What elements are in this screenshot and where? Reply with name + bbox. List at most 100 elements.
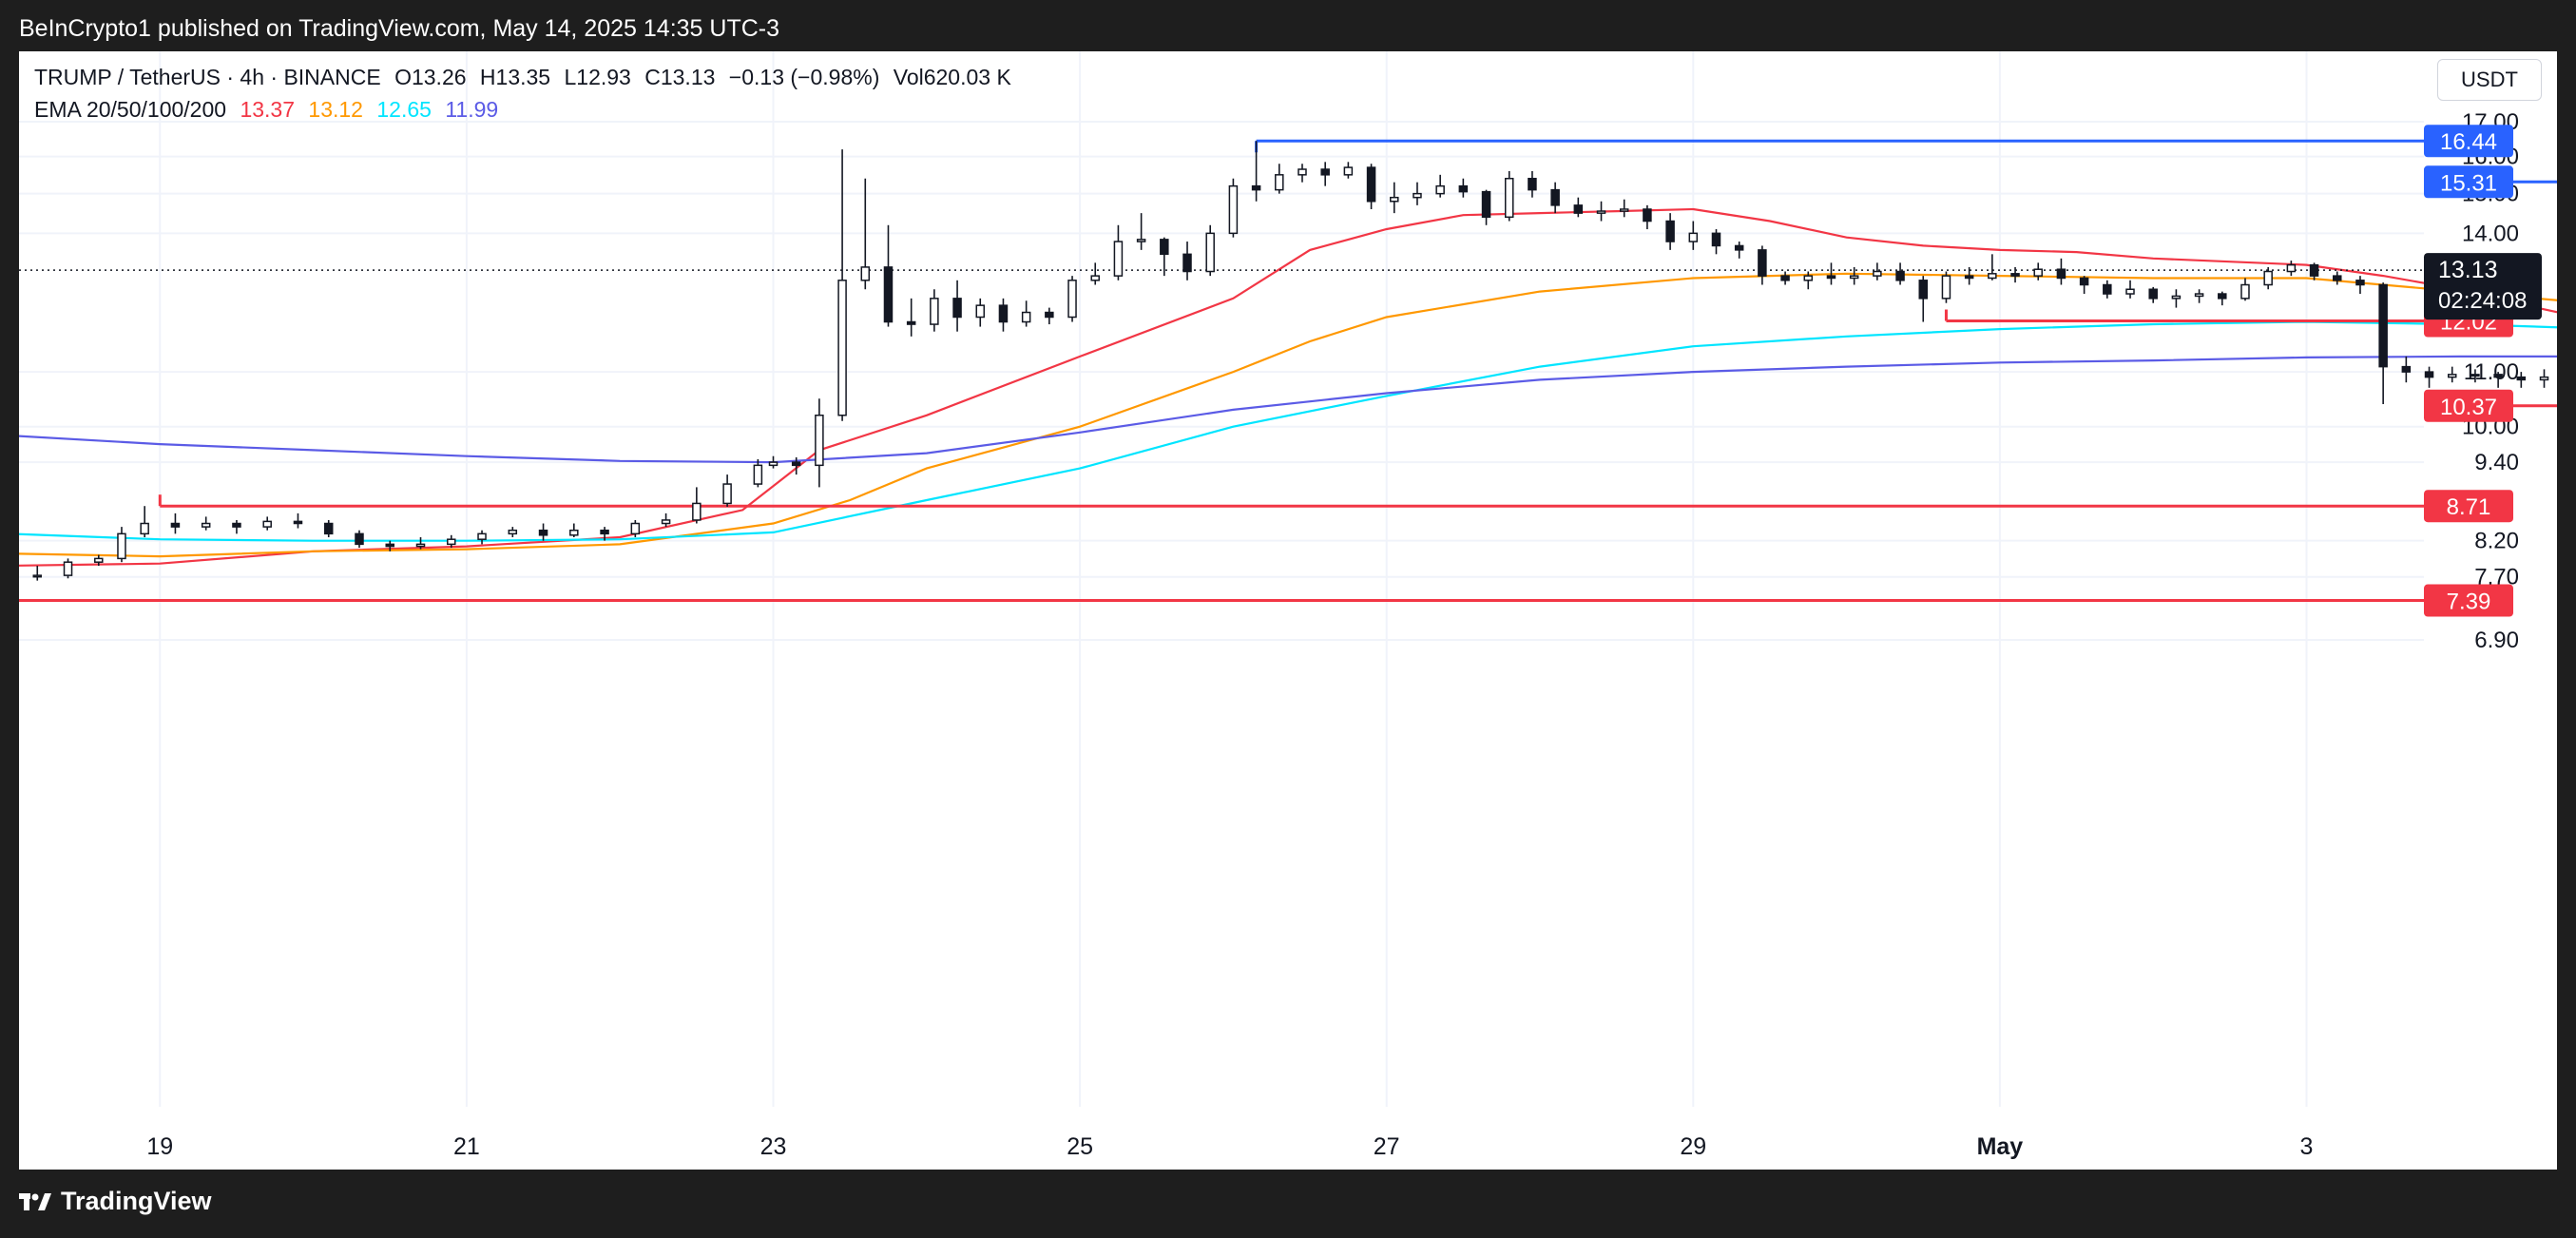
- candle: [2470, 369, 2480, 383]
- candle-body-up: [930, 298, 939, 325]
- time-tick-label: 25: [1067, 1133, 1093, 1160]
- candle-body-up: [1941, 275, 1951, 300]
- candle: [1390, 182, 1399, 214]
- ohlc-change: −0.13 (−0.98%): [728, 65, 880, 89]
- candle-body-down: [1528, 177, 1537, 191]
- candle-body-up: [1228, 184, 1239, 235]
- ema200-value: 11.99: [445, 97, 499, 122]
- candle: [1205, 224, 1215, 277]
- ema-line-ema20: [19, 207, 2557, 567]
- candle-body-up: [661, 519, 671, 525]
- candle-body-down: [952, 298, 962, 319]
- candle: [2125, 280, 2135, 299]
- time-tick-label: 29: [1680, 1133, 1706, 1160]
- candle-body-up: [1413, 192, 1422, 199]
- candle: [2010, 266, 2020, 283]
- candle-body-up: [1113, 241, 1124, 277]
- candle-body-up: [1275, 174, 1284, 191]
- candle: [2447, 366, 2457, 383]
- candle: [692, 487, 702, 524]
- candle: [2263, 266, 2273, 290]
- countdown-label: 02:24:08: [2438, 288, 2527, 314]
- candle-body-down: [600, 529, 609, 535]
- candle: [975, 298, 986, 327]
- tradingview-logo[interactable]: TradingView: [19, 1187, 212, 1216]
- candle: [2240, 278, 2250, 301]
- candle-body-up: [753, 464, 763, 485]
- candle: [323, 519, 334, 537]
- candle: [952, 280, 962, 332]
- current-price-badge-bg: [2424, 253, 2542, 320]
- candle-body-down: [2516, 376, 2527, 381]
- candle-body-down: [2148, 288, 2158, 300]
- candle-body-up: [1067, 280, 1077, 319]
- candle: [1251, 141, 1261, 202]
- level-badges: 16.4415.3112.0210.378.717.3913.1302:24:0…: [2424, 125, 2542, 617]
- price-chart[interactable]: 17.0016.0015.0014.0011.0010.009.408.207.…: [19, 51, 2557, 1170]
- candle-body-down: [2309, 263, 2319, 277]
- candle-body-down: [293, 520, 303, 525]
- candle-body-up: [692, 502, 702, 521]
- candle-body-down: [2401, 365, 2412, 373]
- candle: [2424, 366, 2434, 388]
- candle-body-up: [722, 483, 732, 505]
- candle-body-up: [975, 304, 986, 319]
- candle-body-down: [1251, 184, 1261, 191]
- ohlc-open: O13.26: [394, 65, 467, 89]
- level-badge-label: 7.39: [2447, 590, 2491, 615]
- time-axis[interactable]: 192123252729May357911131517: [146, 1133, 2557, 1160]
- candle-body-down: [355, 532, 364, 546]
- candle-body-up: [1435, 184, 1445, 195]
- candle: [1228, 178, 1239, 238]
- candle: [791, 456, 801, 475]
- candle-body-down: [1045, 311, 1054, 319]
- candle: [1918, 276, 1928, 322]
- candle-body-up: [1988, 273, 1997, 280]
- candle: [508, 527, 518, 537]
- candle: [1021, 300, 1031, 327]
- candle-body-up: [2539, 376, 2549, 381]
- candle-body-up: [1343, 166, 1354, 176]
- candle-body-up: [1090, 275, 1100, 281]
- candle: [630, 519, 641, 537]
- time-tick-label: 23: [760, 1133, 787, 1160]
- candle: [1528, 170, 1537, 198]
- candle: [1665, 213, 1675, 250]
- candle-body-down: [1758, 249, 1767, 277]
- candle-body-down: [2378, 283, 2388, 368]
- candle: [1435, 174, 1445, 198]
- price-tick-label: 8.20: [2474, 529, 2519, 554]
- candle: [538, 523, 548, 541]
- candles: [32, 141, 2549, 581]
- candle: [906, 298, 916, 337]
- candle-body-up: [201, 522, 211, 528]
- candle-body-down: [998, 304, 1009, 323]
- candle: [1964, 266, 1974, 285]
- candle-body-down: [1366, 166, 1376, 203]
- candle: [569, 523, 579, 537]
- candle: [753, 458, 763, 488]
- candle-body-down: [2056, 268, 2067, 280]
- volume: Vol620.03 K: [893, 65, 1011, 89]
- candle: [1160, 237, 1169, 277]
- level-badge-bg: [2424, 389, 2513, 422]
- ema-line-ema200: [19, 355, 2557, 464]
- chart-panel[interactable]: 17.0016.0015.0014.0011.0010.009.408.207.…: [19, 51, 2557, 1170]
- candle: [1643, 204, 1652, 230]
- candle: [1826, 262, 1836, 285]
- candle-body-down: [1665, 220, 1675, 242]
- candle-body-up: [508, 529, 518, 535]
- candle: [1803, 271, 1814, 290]
- candle: [1343, 162, 1354, 179]
- candle-body-up: [1619, 208, 1629, 212]
- time-tick-label: 19: [146, 1133, 173, 1160]
- candle: [355, 530, 364, 549]
- level-badge-label: 16.44: [2440, 129, 2497, 155]
- candle: [1045, 307, 1054, 325]
- symbol-title[interactable]: TRUMP / TetherUS · 4h · BINANCE: [34, 65, 381, 89]
- ema-label[interactable]: EMA 20/50/100/200: [34, 97, 227, 122]
- candle-body-down: [2010, 273, 2020, 277]
- candle: [722, 474, 732, 507]
- candle-body-down: [2103, 283, 2112, 295]
- currency-unit-button[interactable]: USDT: [2437, 59, 2542, 101]
